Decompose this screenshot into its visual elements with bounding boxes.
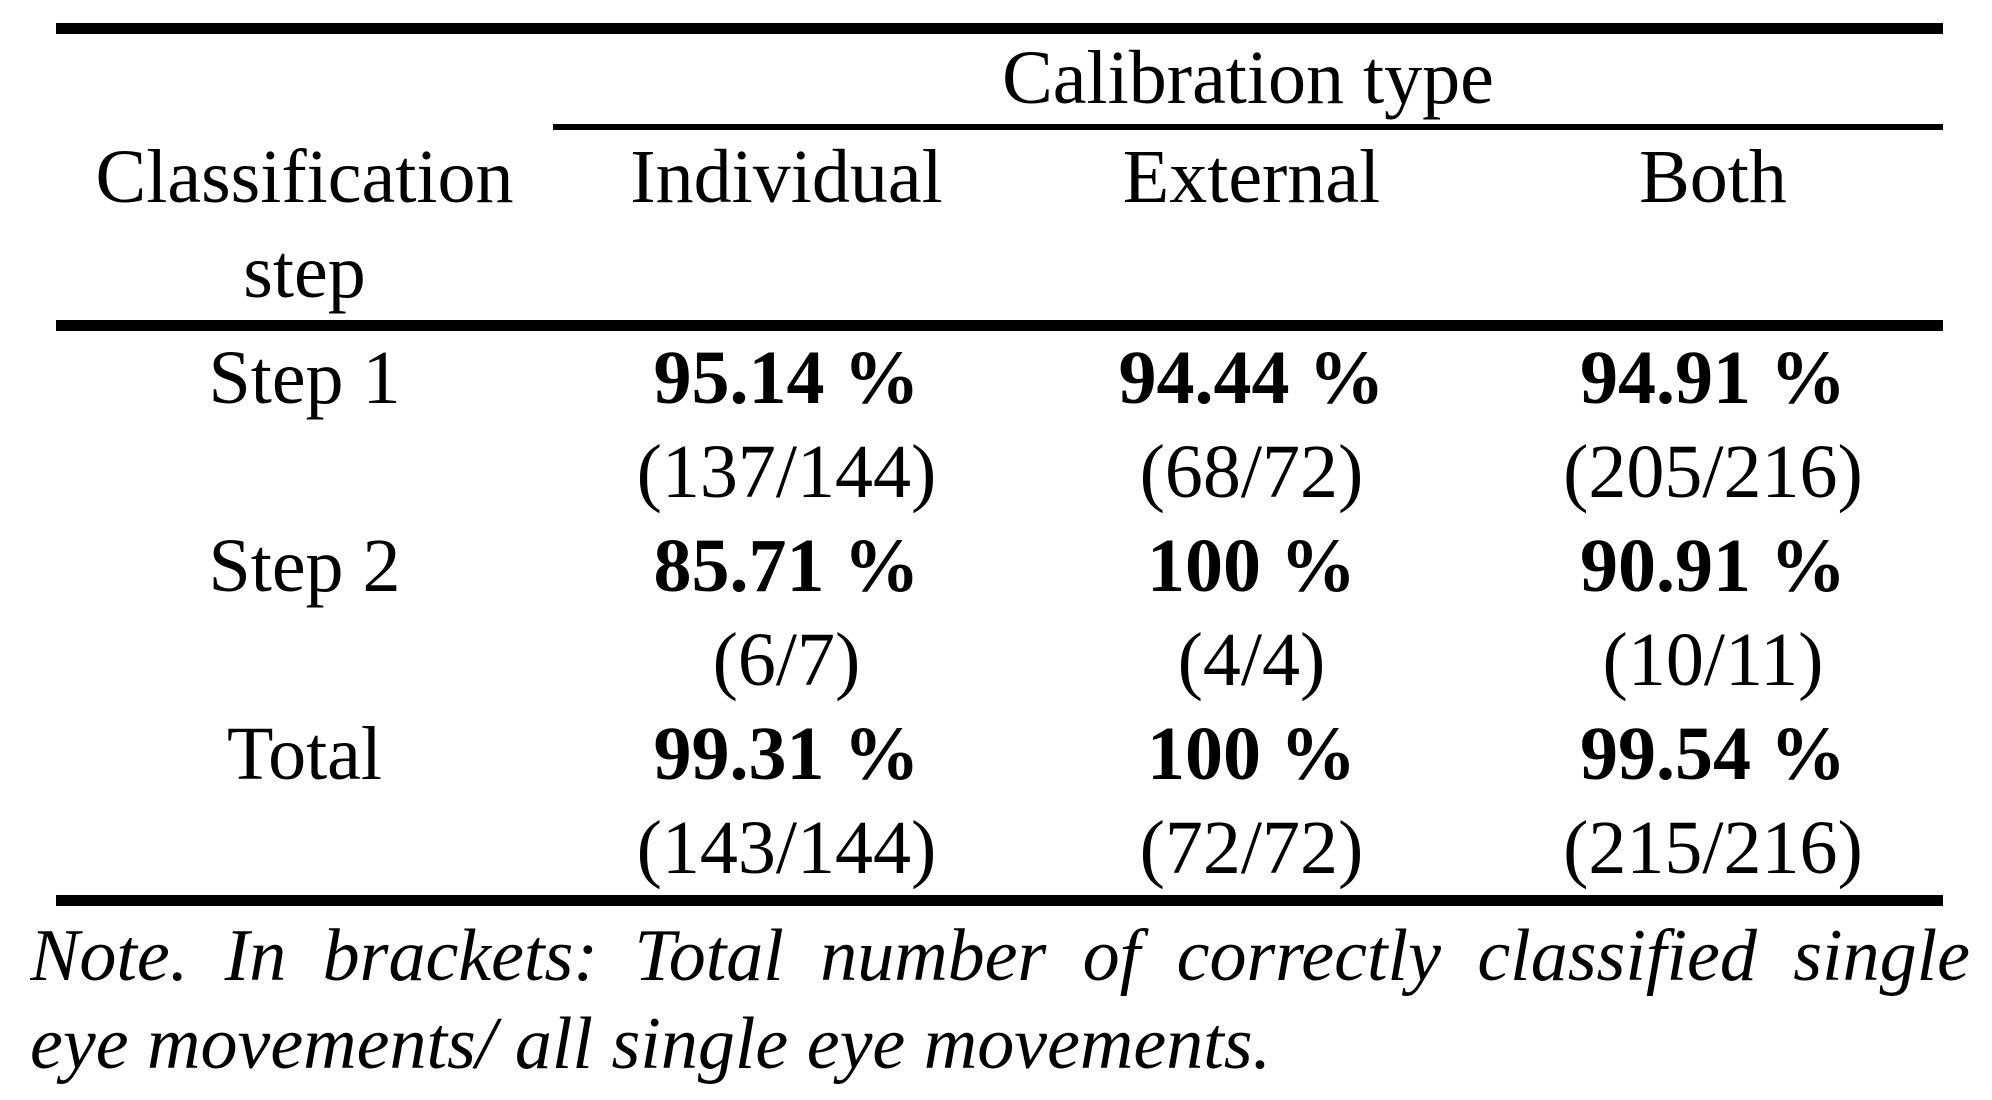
table-bottom-rule (56, 895, 1943, 906)
value-step2-individual-pct: 85.71 % (653, 524, 920, 608)
value-step2-external-frac: (4/4) (1177, 618, 1326, 702)
value-total-individual-pct: 99.31 % (653, 712, 920, 796)
note-line-1: Note. In brackets: Total number of corre… (30, 915, 1970, 997)
column-header-external: External (1122, 135, 1381, 219)
value-step2-external-pct: 100 % (1147, 524, 1356, 608)
value-step1-both-frac: (205/216) (1563, 430, 1863, 514)
column-header-both: Both (1639, 135, 1787, 219)
row-label-step-1: Step 1 (208, 336, 401, 420)
table-body: Step 1 95.14 % 94.44 % 94.91 % (137/144)… (56, 331, 1943, 895)
value-step2-both-pct: 90.91 % (1580, 524, 1846, 608)
value-step1-individual-frac: (137/144) (636, 430, 937, 514)
value-step1-external-frac: (68/72) (1139, 430, 1364, 514)
row-label-total: Total (226, 712, 383, 796)
value-step1-both-pct: 94.91 % (1580, 336, 1846, 420)
value-step1-external-pct: 94.44 % (1118, 336, 1385, 420)
table-note: Note. In brackets: Total number of corre… (30, 912, 1970, 1088)
table-header: Classification step Calibration type Ind… (56, 34, 1943, 320)
row-header-line1: Classification (95, 135, 514, 219)
value-step2-both-frac: (10/11) (1602, 618, 1824, 702)
column-header-individual: Individual (630, 135, 943, 219)
results-table: Classification step Calibration type Ind… (56, 23, 1943, 906)
table-top-rule (56, 23, 1943, 34)
value-total-external-frac: (72/72) (1139, 806, 1364, 890)
table-header-separator-rule (56, 320, 1943, 331)
value-total-both-pct: 99.54 % (1580, 712, 1846, 796)
value-total-individual-frac: (143/144) (636, 806, 937, 890)
value-total-external-pct: 100 % (1147, 712, 1356, 796)
value-step1-individual-pct: 95.14 % (653, 336, 920, 420)
note-line-2: eye movements/ all single eye movements. (30, 1003, 1272, 1085)
row-header-classification-step: Classification step (56, 34, 553, 320)
value-step2-individual-frac: (6/7) (712, 618, 861, 702)
row-label-step-2: Step 2 (208, 524, 401, 608)
column-group-header-calibration-type: Calibration type (553, 34, 1943, 130)
row-header-line2: step (243, 230, 366, 314)
value-total-both-frac: (215/216) (1563, 806, 1863, 890)
